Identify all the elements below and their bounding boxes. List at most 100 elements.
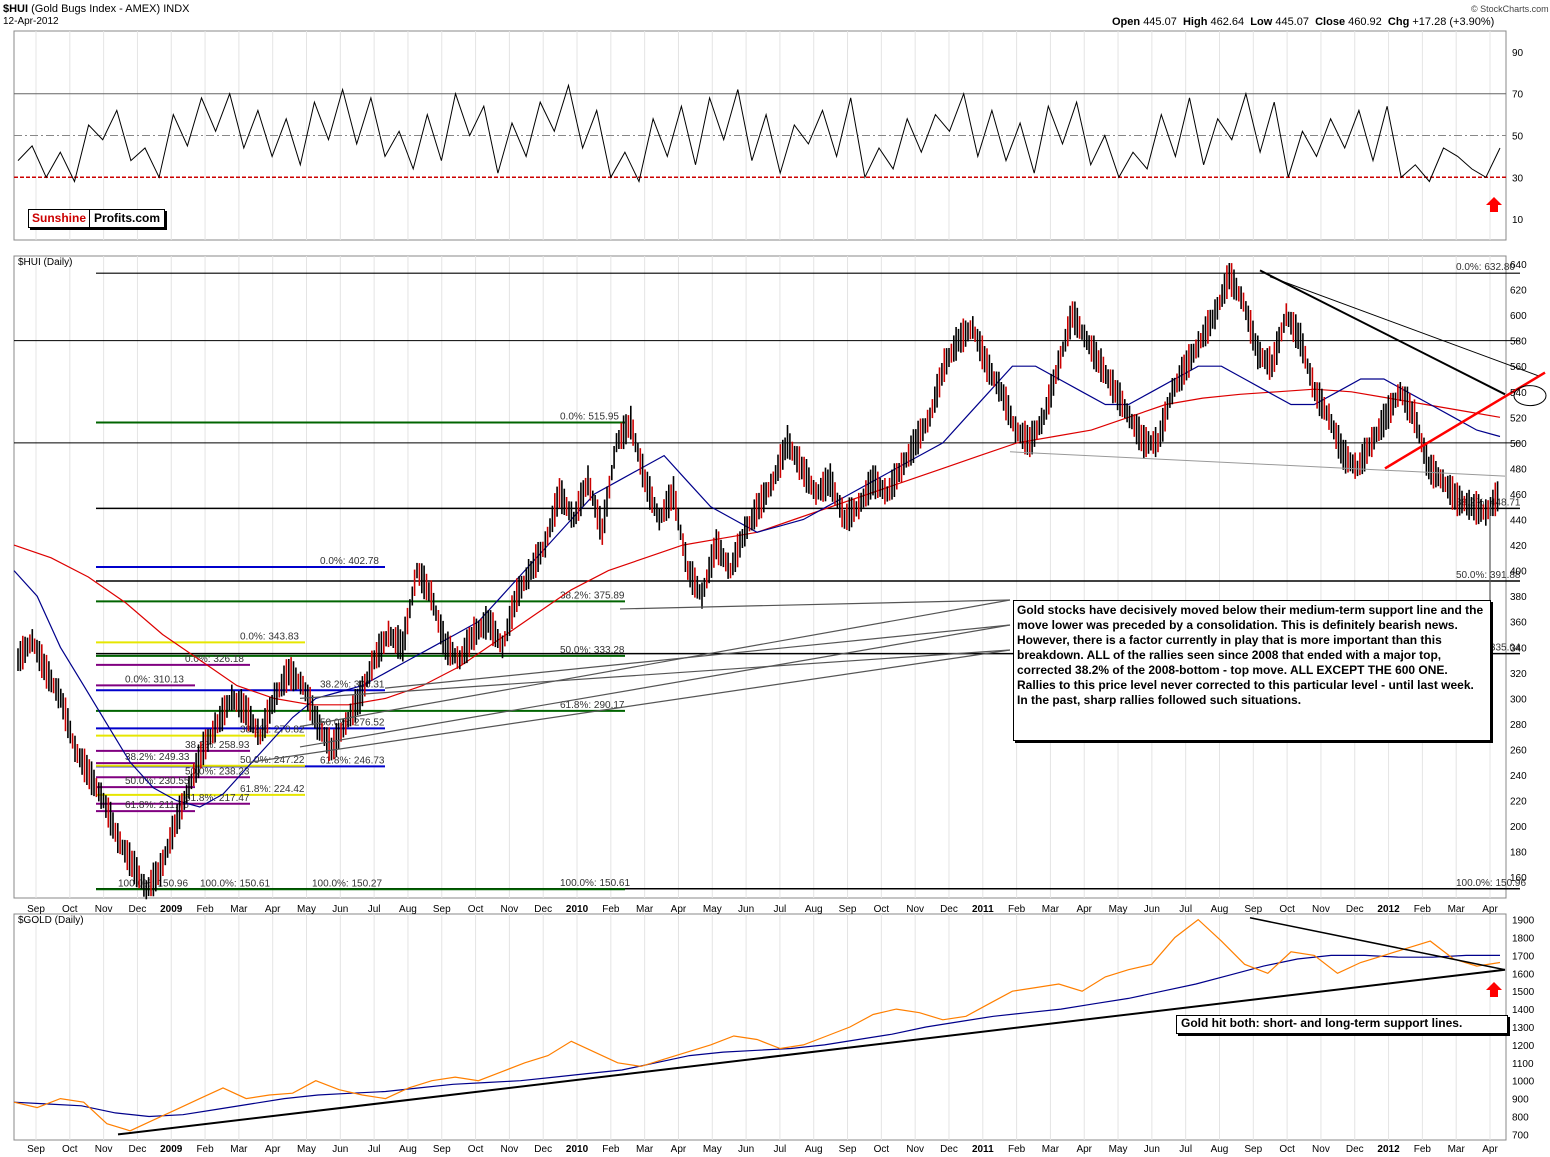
fibonacci-level-label: 38.2%: 375.89 [560, 590, 625, 601]
fibonacci-level-label: 0.0%: 326.18 [185, 654, 244, 665]
price-y-tick: 300 [1510, 694, 1527, 705]
brand-copyright: © StockCharts.com [1471, 4, 1549, 14]
x-tick-label: May [1109, 904, 1128, 915]
x-tick-label-gold: Jul [368, 1144, 381, 1155]
annotation-pointer-line [384, 624, 1011, 689]
fibonacci-level-label: 0.0%: 632.80 [1456, 262, 1515, 273]
chg-label: Chg [1387, 16, 1410, 28]
x-tick-label: Nov [500, 904, 518, 915]
price-y-tick: 480 [1510, 464, 1527, 475]
price-layer: 0.0%: 515.95 38.2%: 375.89 50.0%: 333.28 61… [13, 262, 1547, 900]
x-tick-label-gold: Apr [1076, 1144, 1092, 1155]
gold-y-tick: 800 [1512, 1113, 1529, 1124]
x-tick-label-gold: Nov [1312, 1144, 1330, 1155]
fibonacci-level-label: 61.8%: 290.17 [560, 700, 625, 711]
gold-layer [13, 917, 1506, 1136]
price-y-tick: 640 [1510, 260, 1527, 271]
x-tick-label-gold: Apr [671, 1144, 687, 1155]
x-tick-label-gold: May [297, 1144, 316, 1155]
x-tick-label-gold: Jul [1179, 1144, 1192, 1155]
x-tick-label: Feb [1008, 904, 1026, 915]
fibonacci-level-label: 50.0%: 247.22 [240, 755, 305, 766]
price-y-tick: 280 [1510, 720, 1527, 731]
gold-y-tick: 1300 [1512, 1023, 1535, 1034]
gold-y-tick: 700 [1512, 1130, 1529, 1141]
exchange: INDX [163, 3, 190, 15]
x-tick-label-gold: Feb [1414, 1144, 1432, 1155]
x-tick-label: 2009 [160, 904, 183, 915]
price-y-tick: 520 [1510, 413, 1527, 424]
x-tick-label: Nov [1312, 904, 1330, 915]
x-tick-label-gold: Oct [468, 1144, 484, 1155]
rsi-y-tick: 10 [1512, 215, 1524, 226]
gold-y-tick: 1800 [1512, 933, 1535, 944]
x-tick-label: Mar [230, 904, 248, 915]
x-tick-label: Feb [196, 904, 214, 915]
price-y-tick: 400 [1510, 567, 1527, 578]
open-label: Open [1112, 16, 1141, 28]
downtrend-line-2 [1269, 276, 1541, 377]
fibonacci-level-label: 38.2%: 270.82 [240, 725, 305, 736]
x-tick-label: Aug [805, 904, 823, 915]
high-label: High [1182, 16, 1208, 28]
fibonacci-level-label: 0.0%: 515.95 [560, 411, 619, 422]
x-tick-label-gold: Nov [906, 1144, 924, 1155]
x-tick-label: Jul [368, 904, 381, 915]
low-value: 445.07 [1275, 16, 1309, 28]
x-tick-label: Aug [1211, 904, 1229, 915]
rsi-arrow-up-marker [1486, 197, 1502, 212]
close-value: 460.92 [1348, 16, 1382, 28]
price-y-tick: 560 [1510, 362, 1527, 373]
gold-price-line [13, 918, 1501, 1132]
x-tick-label: Oct [874, 904, 890, 915]
x-tick-label-gold: Nov [500, 1144, 518, 1155]
price-y-tick: 460 [1510, 490, 1527, 501]
x-tick-label-gold: Feb [1008, 1144, 1026, 1155]
x-tick-label-gold: Aug [805, 1144, 823, 1155]
price-y-tick: 580 [1510, 337, 1527, 348]
high-value: 462.64 [1210, 16, 1245, 28]
fibonacci-level-label: 50.0%: 238.23 [185, 766, 250, 777]
fibonacci-level-label: 0.0%: 402.78 [320, 556, 379, 567]
main-annotation: Gold stocks have decisively moved below … [1013, 600, 1491, 741]
gold-y-tick: 900 [1512, 1095, 1529, 1106]
x-tick-label-gold: Feb [196, 1144, 214, 1155]
chart-date: 12-Apr-2012 [3, 16, 59, 27]
annotation-pointer-line [249, 649, 1011, 763]
x-tick-label-gold: Jun [1144, 1144, 1160, 1155]
low-label: Low [1250, 16, 1273, 28]
x-tick-label: Dec [1346, 904, 1364, 915]
rsi-line [17, 83, 1501, 184]
gold-annotation: Gold hit both: short- and long-term supp… [1176, 1015, 1508, 1034]
fibonacci-level-label: 61.8%: 224.42 [240, 784, 305, 795]
x-tick-label: Feb [1414, 904, 1432, 915]
fibonacci-level-label: 100.0%: 150.61 [560, 878, 630, 889]
x-tick-label-gold: Mar [1042, 1144, 1060, 1155]
x-tick-label-gold: 2009 [160, 1144, 183, 1155]
x-tick-label-gold: 2011 [972, 1144, 994, 1155]
annotation-pointer-line [299, 649, 1011, 699]
x-tick-label-gold: Dec [940, 1144, 958, 1155]
x-tick-label: Dec [129, 904, 147, 915]
x-tick-label: Jun [1144, 904, 1160, 915]
x-tick-label-gold: Oct [62, 1144, 78, 1155]
fibonacci-level-label: 61.8%: 217.47 [185, 793, 250, 804]
x-tick-label: Jul [774, 904, 787, 915]
x-tick-label-gold: 2010 [566, 1144, 589, 1155]
x-tick-label: 2011 [972, 904, 994, 915]
x-tick-label: Jun [738, 904, 754, 915]
price-y-tick: 540 [1510, 388, 1527, 399]
x-tick-label-gold: May [703, 1144, 722, 1155]
x-tick-label-gold: Apr [265, 1144, 281, 1155]
x-tick-label-gold: Aug [1211, 1144, 1229, 1155]
fibonacci-level-label: 100.0%: 150.96 [1456, 878, 1526, 889]
fibonacci-level-label: 61.8%: 246.73 [320, 755, 385, 766]
fibonacci-level-label: 0.0%: 310.13 [125, 674, 184, 685]
ma50-line [13, 365, 1501, 808]
x-tick-label: Dec [534, 904, 552, 915]
price-panel-title: $HUI (Daily) [18, 257, 73, 268]
gold-y-tick: 1900 [1512, 916, 1535, 927]
fibonacci-level-label: 50.0%: 391.88 [1456, 570, 1521, 581]
highlight-ellipse [1513, 385, 1547, 407]
x-tick-label-gold: Feb [602, 1144, 620, 1155]
